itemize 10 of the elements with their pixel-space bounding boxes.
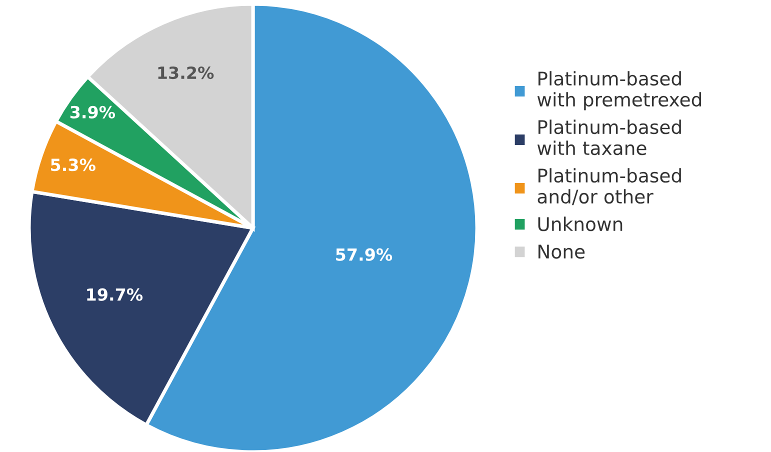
legend-label: Platinum-based and/or other <box>538 168 681 206</box>
legend-label: Unknown <box>538 216 622 232</box>
data-label: 3.9% <box>70 106 116 118</box>
legend-label: None <box>538 244 585 259</box>
data-label: 13.2% <box>158 66 214 80</box>
legend-label: Platinum-based with premetrexed <box>537 71 702 110</box>
data-label: 5.3% <box>51 158 96 172</box>
data-label: 19.7% <box>87 288 143 301</box>
data-label: 57.9% <box>336 248 392 261</box>
legend-label: Platinum-based with taxane <box>537 120 681 156</box>
